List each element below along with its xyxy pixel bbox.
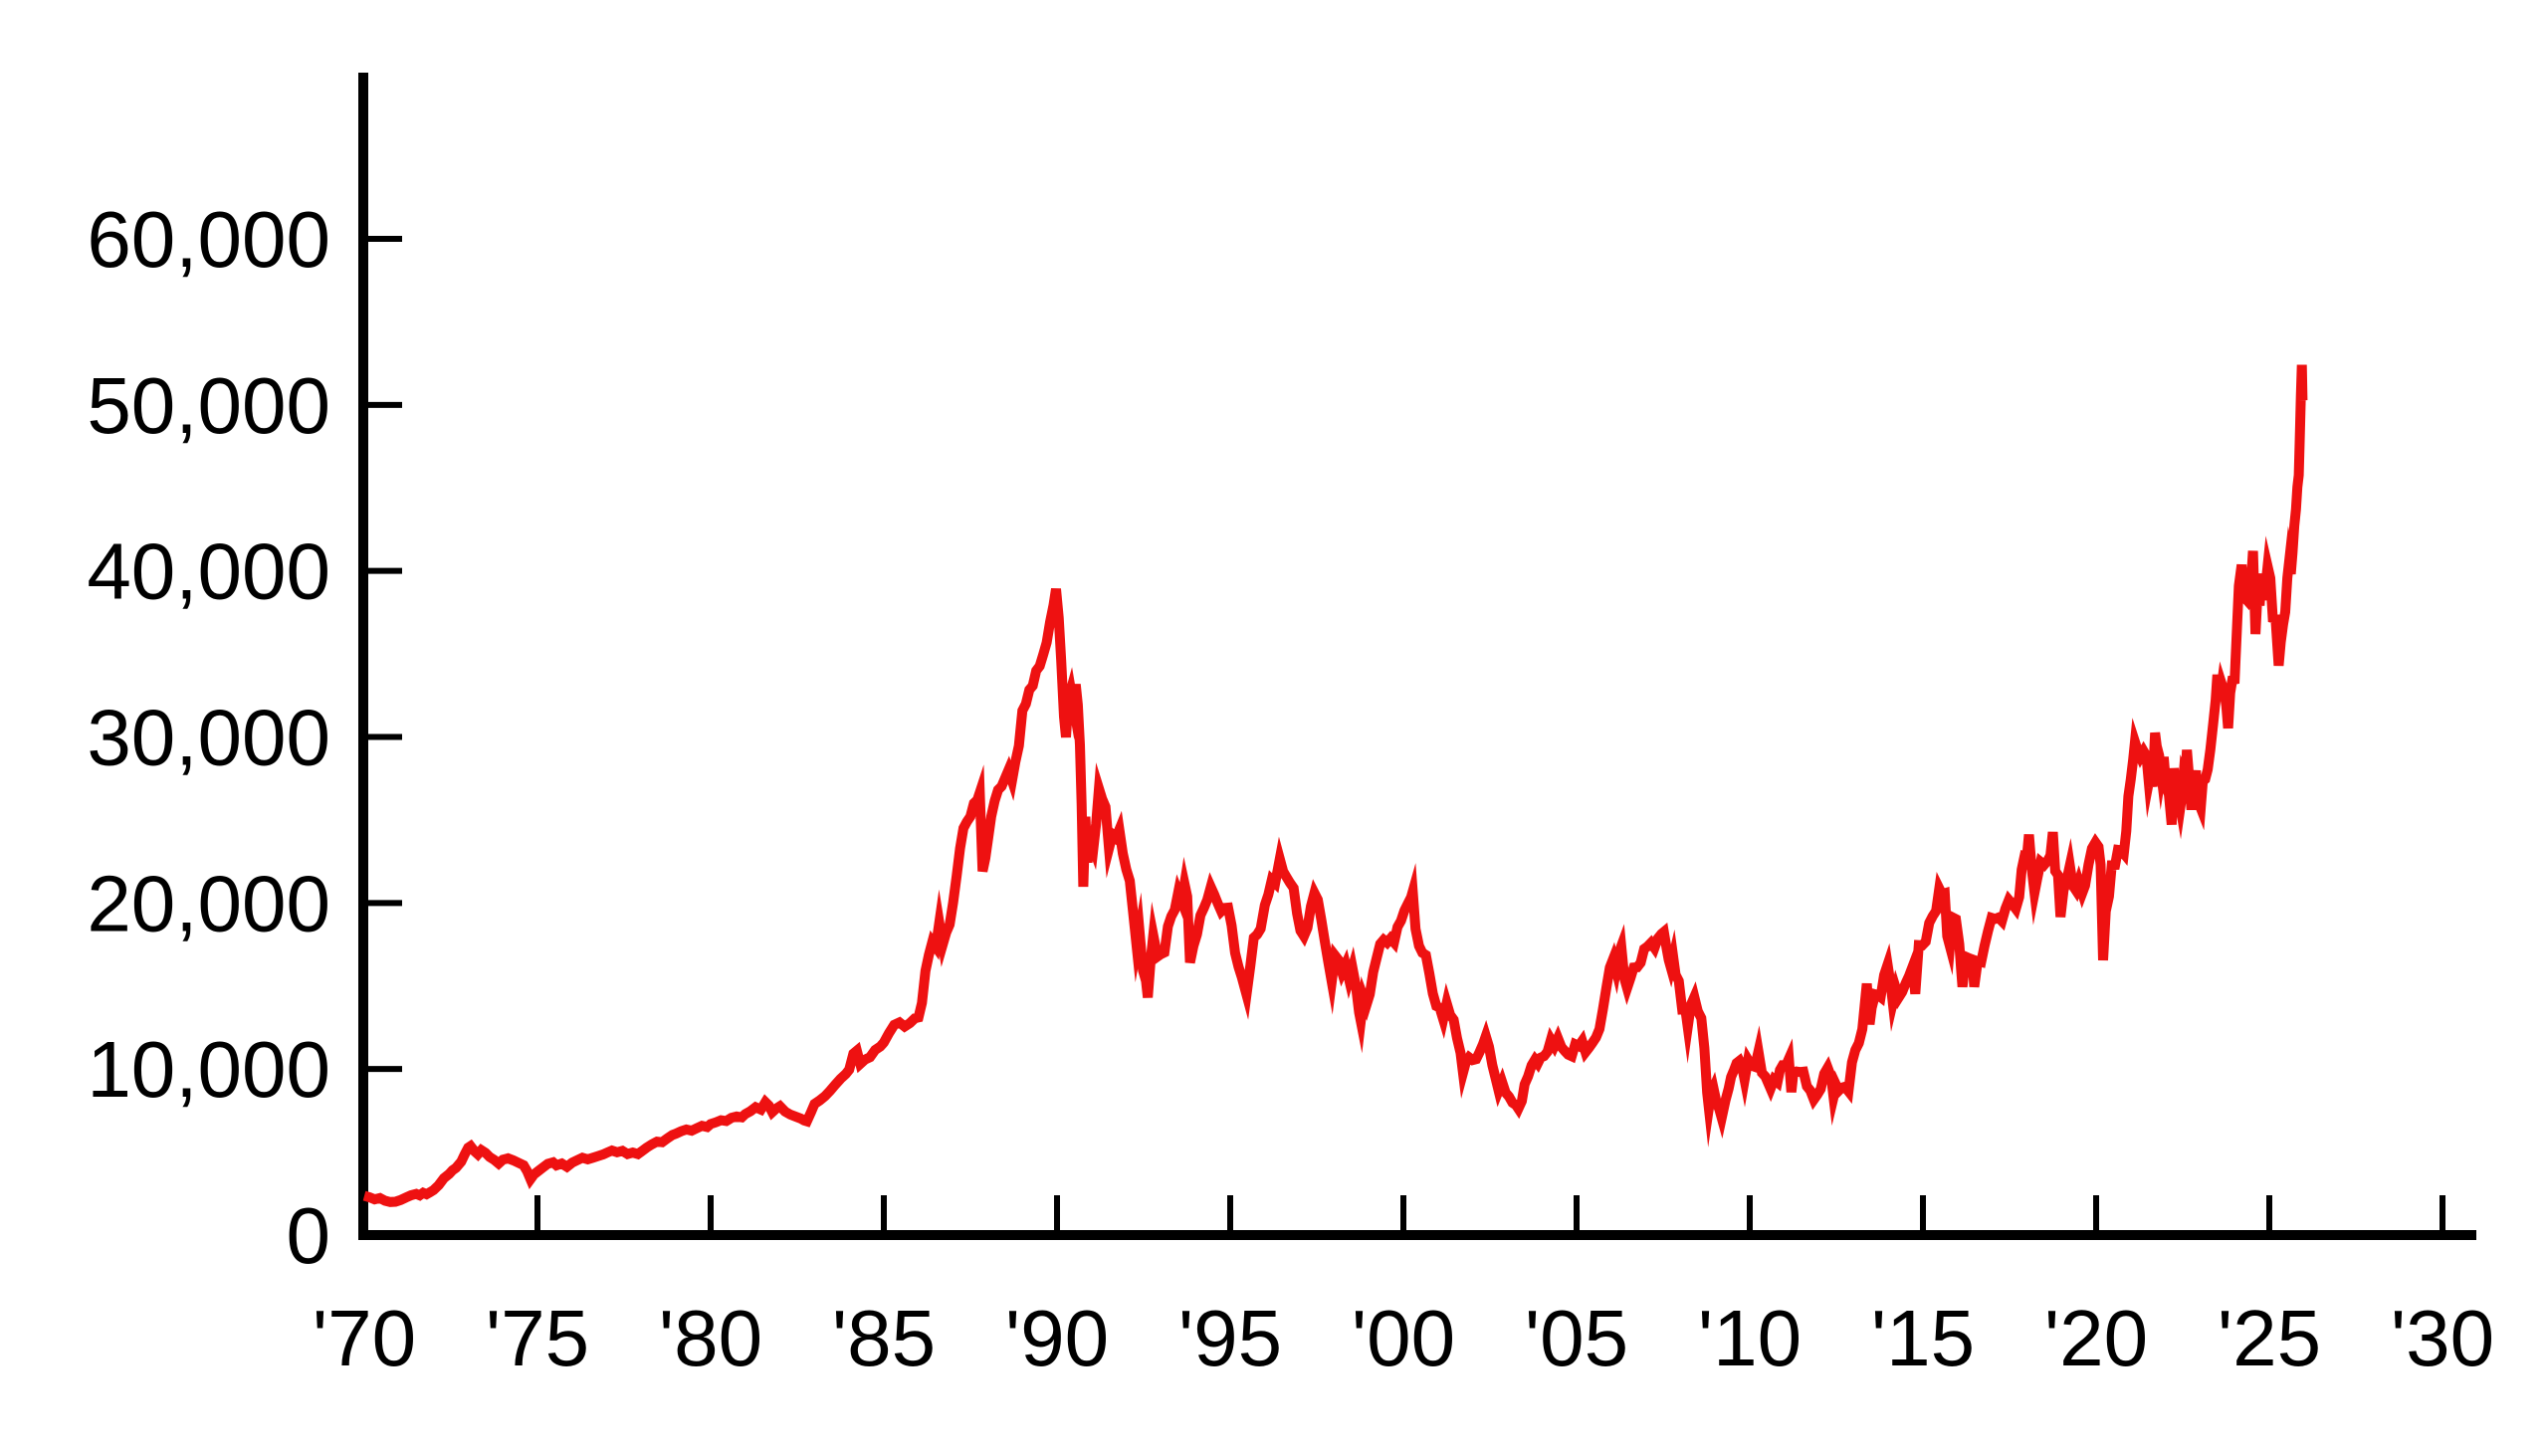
y-axis-tick-label: 50,000 bbox=[87, 361, 330, 450]
x-axis-tick-label: '10 bbox=[1698, 1294, 1802, 1382]
y-axis-tick-label: 30,000 bbox=[87, 694, 330, 782]
x-axis-tick-label: '95 bbox=[1178, 1294, 1282, 1382]
price-line bbox=[362, 364, 2308, 1207]
x-axis-tick-label: '15 bbox=[1871, 1294, 1975, 1382]
y-axis-tick-label: 60,000 bbox=[87, 195, 330, 284]
x-axis-tick-label: '75 bbox=[486, 1294, 589, 1382]
x-axis-tick-label: '00 bbox=[1352, 1294, 1455, 1382]
x-axis-tick-label: '25 bbox=[2218, 1294, 2321, 1382]
x-axis-tick-label: '70 bbox=[313, 1294, 416, 1382]
x-axis-tick-label: '85 bbox=[832, 1294, 936, 1382]
x-axis-tick-label: '30 bbox=[2391, 1294, 2494, 1382]
x-axis-tick-label: '05 bbox=[1525, 1294, 1628, 1382]
x-axis-tick-label: '80 bbox=[659, 1294, 762, 1382]
y-axis-tick-label: 40,000 bbox=[87, 527, 330, 616]
y-axis-tick-label: 10,000 bbox=[87, 1025, 330, 1114]
y-axis-tick-label: 20,000 bbox=[87, 859, 330, 947]
axis-spine bbox=[358, 73, 2476, 1240]
x-axis-tick-label: '90 bbox=[1005, 1294, 1109, 1382]
x-axis-tick-label: '20 bbox=[2044, 1294, 2148, 1382]
y-axis-tick-label: 0 bbox=[287, 1191, 331, 1280]
